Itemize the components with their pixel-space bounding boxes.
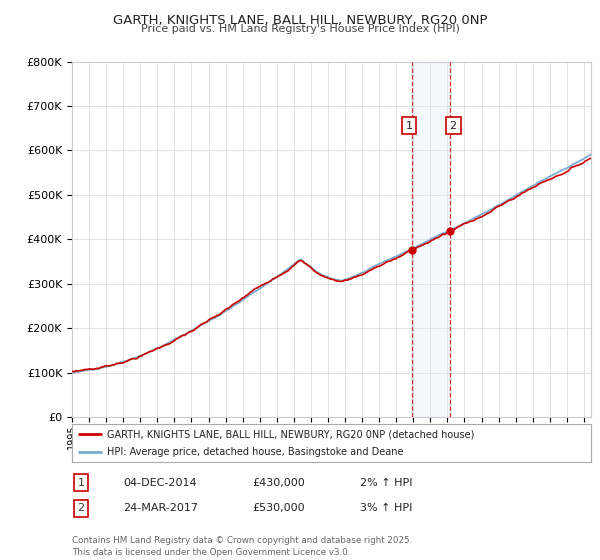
Text: HPI: Average price, detached house, Basingstoke and Deane: HPI: Average price, detached house, Basi…	[107, 447, 404, 458]
Bar	[412, 62, 450, 417]
Text: GARTH, KNIGHTS LANE, BALL HILL, NEWBURY, RG20 0NP: GARTH, KNIGHTS LANE, BALL HILL, NEWBURY,…	[113, 14, 487, 27]
Text: Price paid vs. HM Land Registry's House Price Index (HPI): Price paid vs. HM Land Registry's House …	[140, 24, 460, 34]
Text: 24-MAR-2017: 24-MAR-2017	[123, 503, 198, 514]
Text: 2: 2	[449, 120, 457, 130]
Text: GARTH, KNIGHTS LANE, BALL HILL, NEWBURY, RG20 0NP (detached house): GARTH, KNIGHTS LANE, BALL HILL, NEWBURY,…	[107, 429, 475, 439]
Text: 1: 1	[77, 478, 85, 488]
Text: £530,000: £530,000	[252, 503, 305, 514]
Text: Contains HM Land Registry data © Crown copyright and database right 2025.
This d: Contains HM Land Registry data © Crown c…	[72, 536, 412, 557]
Text: 04-DEC-2014: 04-DEC-2014	[123, 478, 197, 488]
Text: 2: 2	[77, 503, 85, 514]
Text: 1: 1	[406, 120, 412, 130]
Text: 3% ↑ HPI: 3% ↑ HPI	[360, 503, 412, 514]
Text: 2% ↑ HPI: 2% ↑ HPI	[360, 478, 413, 488]
Text: £430,000: £430,000	[252, 478, 305, 488]
